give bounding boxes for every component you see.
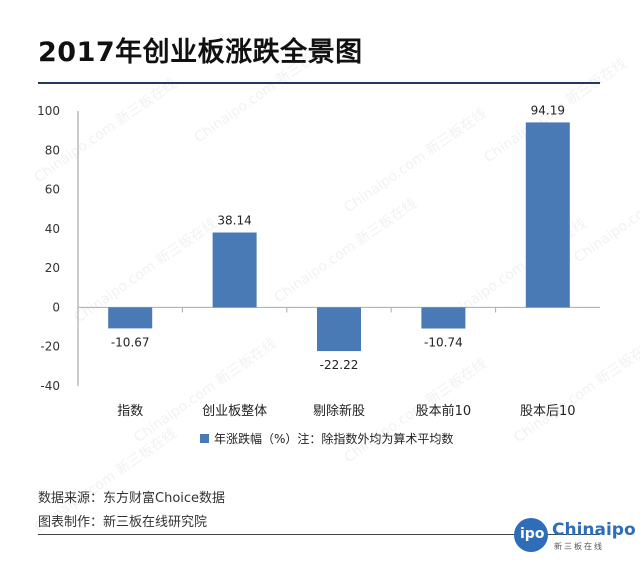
data-label: -10.67 [111,335,150,349]
legend-swatch [200,434,209,443]
y-tick-label: -20 [40,340,60,354]
x-tick-label: 股本前10 [416,403,472,419]
bar [421,307,466,329]
data-label: 38.14 [217,214,251,228]
y-tick-label: 60 [45,183,60,197]
bar [317,307,361,352]
bar [212,232,257,308]
bar-chart: -40 -20 0 20 40 60 80 100 -10.67 指数 38.14 创业板整体 -22.… [37,103,600,446]
y-tick-label: -40 [40,379,60,393]
data-source-note: 数据来源：东方财富Choice数据 [38,491,226,506]
chinaipo-logo: ipo Chinaipo 新三板在线 [514,518,636,558]
chart-title: 2017年创业板涨跌全景图 [38,37,363,68]
logo-subtitle: 新三板在线 [554,542,604,551]
y-tick-label: 80 [45,143,60,157]
footer-divider [38,534,600,535]
data-label: -10.74 [424,336,463,350]
y-tick-label: 0 [52,300,60,314]
title-divider [38,82,600,84]
logo-badge: ipo [514,518,548,552]
y-tick-label: 20 [45,261,60,275]
logo-badge-text: ipo [520,526,545,542]
logo-wordmark: Chinaipo [552,520,636,540]
data-label: 94.19 [531,103,565,117]
x-tick-label: 剔除新股 [313,403,365,419]
chart-producer-note: 图表制作：新三板在线研究院 [38,515,208,530]
bar [525,122,570,308]
legend-label: 年涨跌幅（%）注：除指数外均为算术平均数 [214,431,453,446]
x-tick-label: 股本后10 [520,404,576,419]
data-label: -22.22 [320,358,359,372]
y-tick-label: 100 [37,104,60,118]
bar [108,307,153,329]
x-tick-label: 指数 [117,404,143,419]
y-tick-label: 40 [45,222,60,236]
x-tick-label: 创业板整体 [202,404,267,419]
